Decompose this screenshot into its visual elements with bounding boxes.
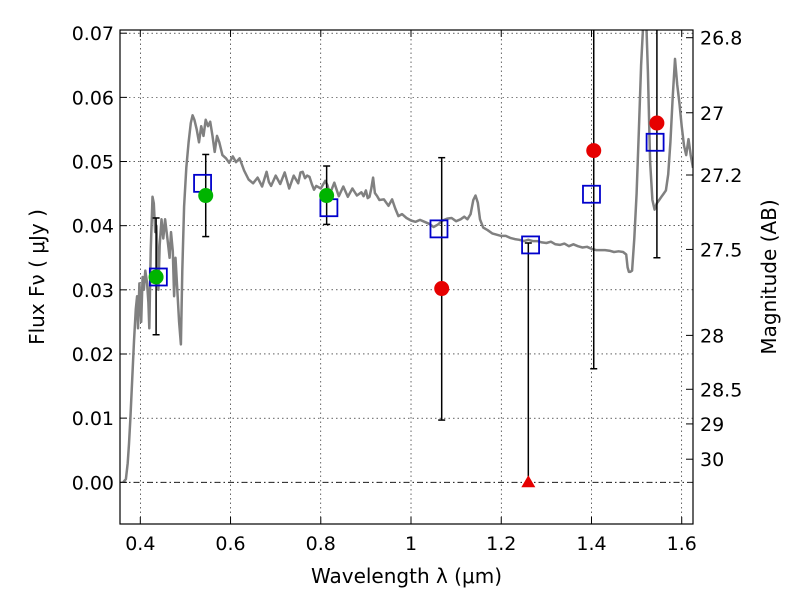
model-photometry-square [521, 235, 540, 255]
y-tick-label: 0.07 [72, 23, 114, 45]
x-tick-labels: 0.4 0.6 0.8 1 1.2 1.4 1.6 [125, 533, 697, 555]
observed-point [319, 188, 335, 204]
y2-tick-label: 27 [700, 103, 724, 125]
y2-tick-label: 27.5 [700, 239, 742, 261]
y2-axis-title: Magnitude (AB) [757, 199, 781, 354]
observed-point [198, 188, 214, 204]
x-tick-label: 0.8 [306, 533, 336, 555]
model-photometry-square [429, 219, 449, 239]
observed-points-layer [148, 115, 665, 488]
y-tick-label: 0.05 [72, 152, 114, 174]
y2-tick-label: 28 [700, 325, 724, 347]
y-tick-label: 0.00 [72, 472, 114, 494]
model-photometry-square [645, 132, 665, 152]
plot-frame [119, 29, 694, 525]
y2-tick-label: 29 [700, 414, 724, 436]
y2-tick-labels: 26.8 27 27.2 27.5 28 28.5 29 30 [700, 28, 742, 472]
y-tick-labels: 0.00 0.01 0.02 0.03 0.04 0.05 0.06 0.07 [72, 23, 114, 494]
upper-limit-triangle [521, 475, 536, 488]
model-photometry-square [582, 184, 601, 204]
x-tick-label: 0.6 [215, 533, 245, 555]
y-axis-title: Flux Fν ( μJy ) [25, 209, 49, 345]
y-tick-label: 0.01 [72, 408, 114, 430]
y-tick-label: 0.03 [72, 280, 114, 302]
y2-tick-label: 30 [700, 449, 724, 471]
x-tick-label: 1 [405, 533, 417, 555]
error-bar-layer [152, 30, 661, 483]
sed-model-curve [122, 30, 693, 484]
x-tick-label: 1.6 [667, 533, 697, 555]
tick-marks [120, 30, 693, 524]
observed-point [586, 143, 602, 159]
observed-point [148, 269, 164, 285]
y2-tick-label: 26.8 [700, 28, 742, 50]
grid [120, 30, 693, 524]
y-tick-label: 0.06 [72, 87, 114, 109]
x-tick-label: 1.2 [486, 533, 516, 555]
observed-point [434, 281, 450, 297]
y2-tick-label: 28.5 [700, 379, 742, 401]
x-tick-label: 1.4 [576, 533, 606, 555]
y-tick-label: 0.04 [72, 216, 114, 238]
sed-model-layer [122, 30, 693, 484]
x-axis-title: Wavelength λ (μm) [311, 564, 502, 588]
y-tick-label: 0.02 [72, 344, 114, 366]
model-photometry-layer [148, 132, 665, 287]
y2-tick-label: 27.2 [700, 165, 742, 187]
observed-point [649, 115, 665, 131]
x-tick-label: 0.4 [125, 533, 155, 555]
